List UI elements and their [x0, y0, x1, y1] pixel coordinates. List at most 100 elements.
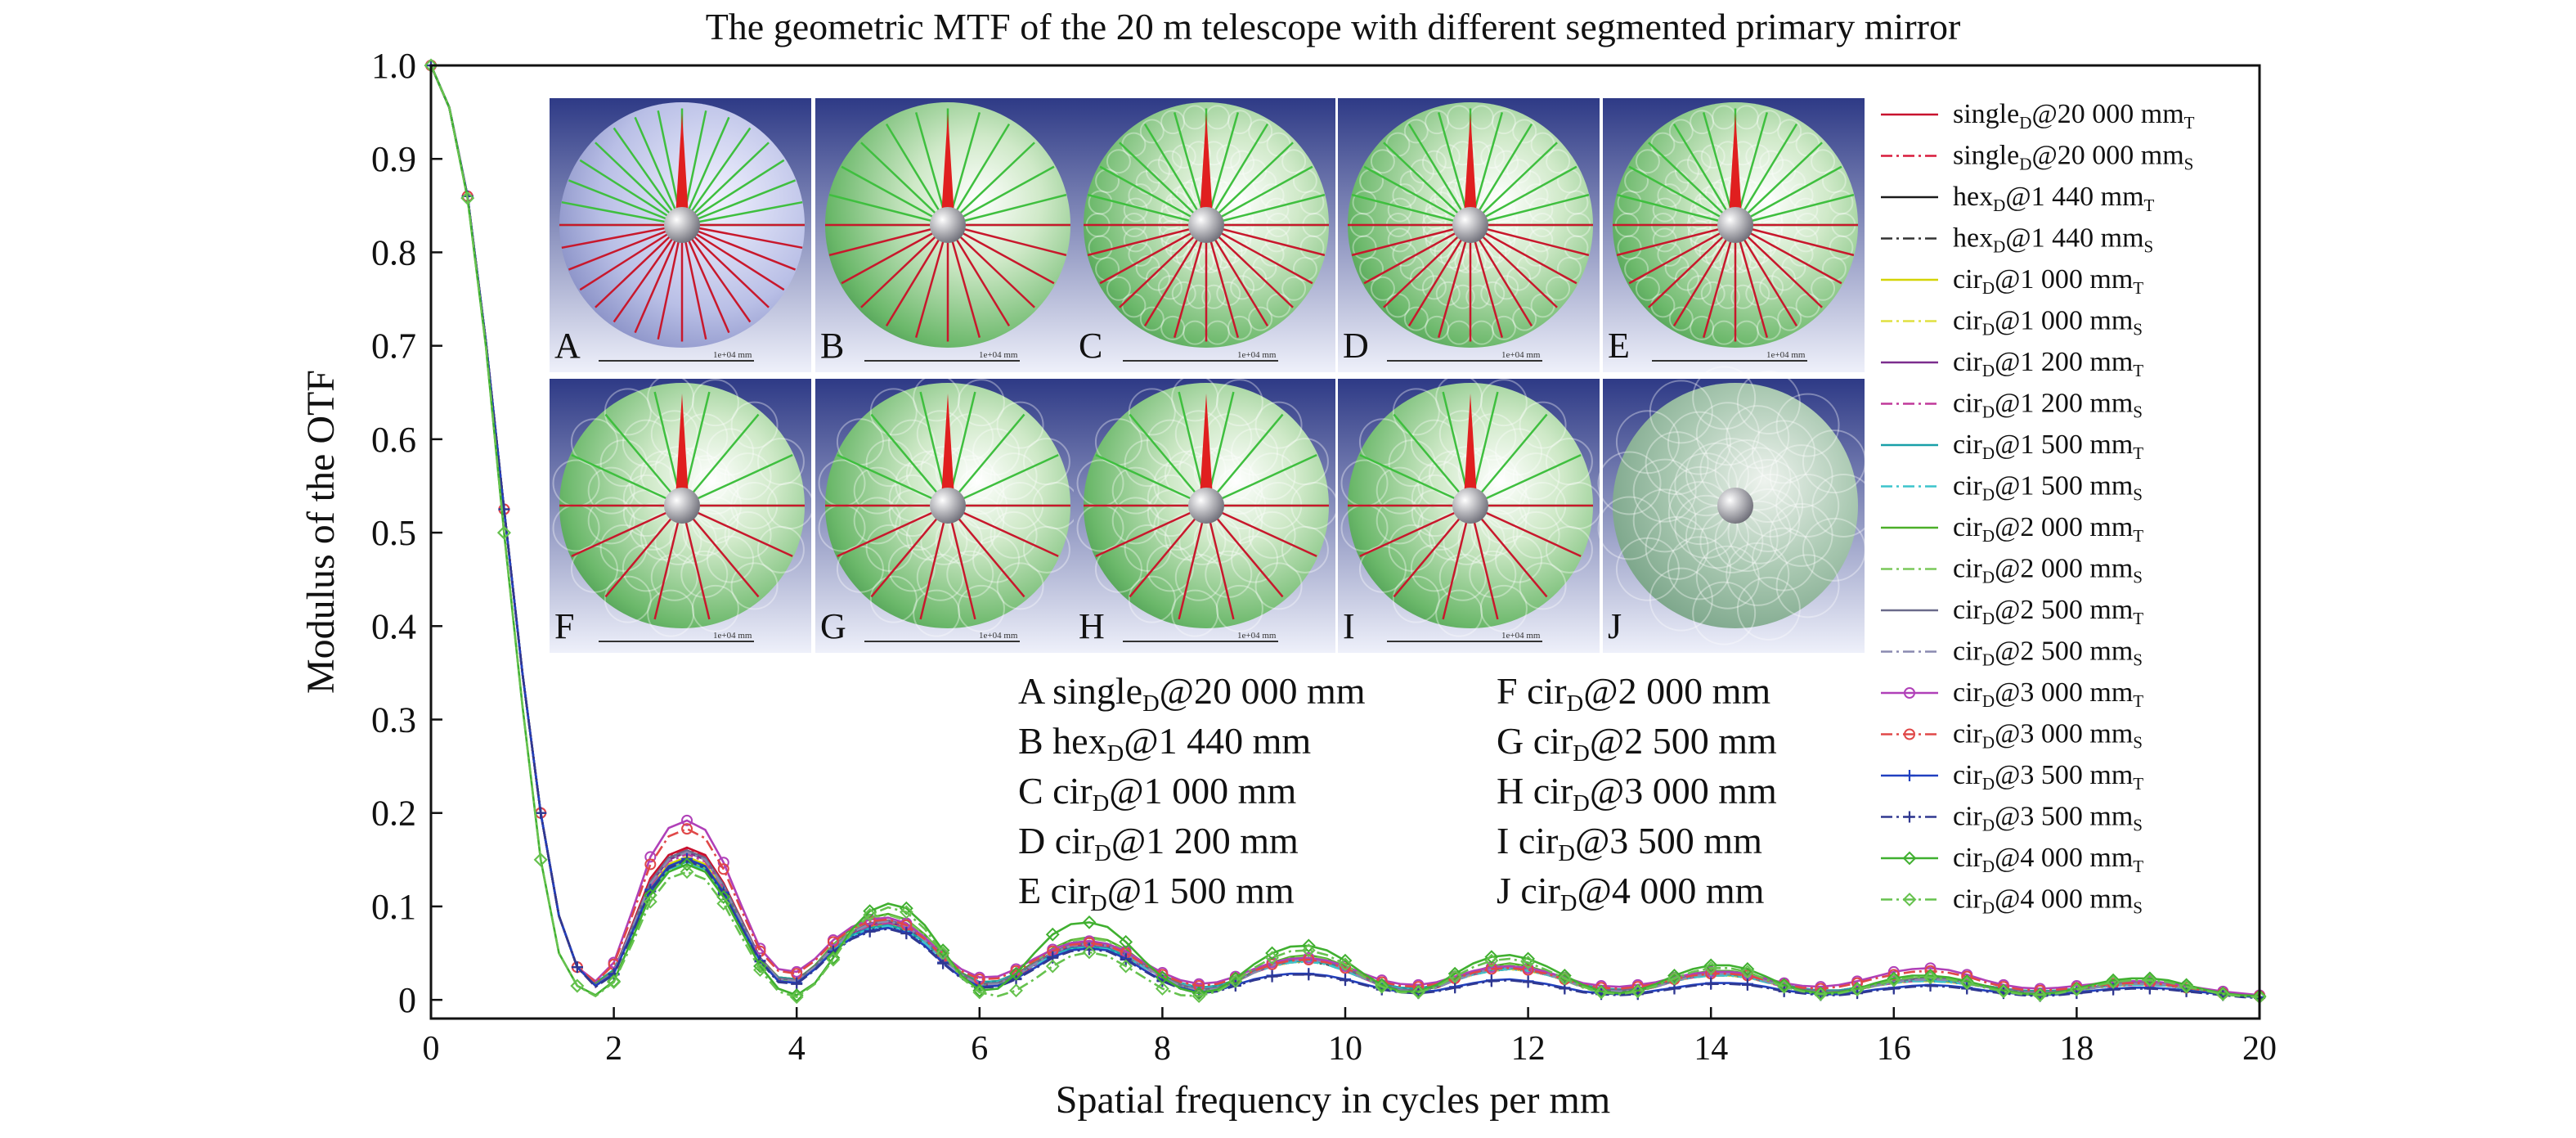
segment [1771, 159, 1797, 184]
data-point [570, 978, 585, 993]
segment [916, 553, 964, 601]
mirror-panel-b: B 1e+04 mm [815, 98, 1077, 372]
data-point [535, 807, 547, 819]
ray-upper [604, 413, 683, 506]
y-tick-label: 0.1 [371, 887, 416, 927]
ray-upper [1470, 142, 1558, 226]
ray-lower [1178, 505, 1208, 620]
ray-upper [947, 413, 1025, 506]
legend-entry: hexD@1 440 mmS [1881, 223, 2153, 256]
legend-label: cirD@1 000 mmT [1953, 264, 2143, 298]
data-point [1485, 963, 1497, 975]
segment [1403, 119, 1429, 144]
segment [1821, 169, 1847, 194]
segment [1811, 149, 1836, 174]
segment [1215, 379, 1263, 427]
data-point [1996, 984, 2011, 999]
caption-item: E cirD@1 500 mm [1018, 870, 1295, 916]
ray-lower [1470, 504, 1582, 557]
data-point [1303, 969, 1315, 981]
segment [622, 544, 670, 592]
data-point [2179, 978, 2193, 992]
segment [1186, 141, 1211, 166]
segment [916, 410, 964, 458]
data-point [1009, 983, 1023, 998]
data-point [1009, 966, 1023, 981]
ray-upper [681, 413, 760, 506]
data-point [1192, 989, 1206, 1004]
ray-upper [1734, 123, 1798, 226]
legend-entry: cirD@1 000 mmT [1881, 264, 2143, 298]
segment [1153, 461, 1201, 509]
data-point [1447, 969, 1462, 984]
segment [1741, 244, 1766, 269]
segment [650, 410, 698, 458]
secondary-mirror [1188, 488, 1224, 524]
data-point [1340, 974, 1351, 987]
segment [990, 511, 1038, 559]
secondary-beam [1729, 113, 1742, 217]
x-tick-label: 2 [605, 1030, 622, 1068]
segment [1775, 474, 1840, 538]
y-tick-label: 0.5 [371, 513, 416, 553]
data-point [936, 946, 950, 960]
segment [1111, 466, 1160, 515]
segment [1175, 244, 1200, 269]
segment [604, 575, 652, 623]
segment [869, 575, 918, 623]
segment [1439, 181, 1465, 206]
ray-upper [561, 200, 683, 227]
ray-lower [1205, 504, 1317, 557]
data-point [2069, 983, 2084, 997]
segment [1756, 227, 1781, 252]
segment [1370, 276, 1395, 301]
segment [1769, 502, 1833, 567]
segment [1417, 461, 1465, 509]
data-point [1557, 971, 1572, 986]
ray-lower [946, 505, 976, 620]
segment [1736, 576, 1801, 641]
ray-upper [947, 142, 1035, 226]
secondary-beam [1464, 113, 1477, 217]
data-point [900, 928, 913, 940]
segment [1128, 388, 1176, 436]
secondary-beam [941, 394, 954, 497]
data-point [681, 823, 693, 835]
mirror-panel-a: A 1e+04 mm [550, 98, 811, 372]
segment [1519, 401, 1567, 449]
x-tick-label: 16 [1877, 1030, 1911, 1068]
segment [996, 401, 1044, 449]
segment [730, 401, 779, 449]
segment [1756, 198, 1781, 223]
data-point [1192, 986, 1206, 1001]
ray-upper [870, 413, 949, 506]
legend-entry: cirD@3 500 mmT [1881, 760, 2143, 794]
data-point [680, 865, 694, 879]
segment [1769, 444, 1833, 509]
segment [1160, 227, 1186, 252]
segment [1450, 141, 1475, 166]
ray-lower [1205, 224, 1294, 308]
segment [1615, 410, 1680, 475]
legend-entry: cirD@3 500 mmS [1881, 802, 2143, 834]
mirror-panel-j: J [1597, 366, 1876, 653]
segment [869, 388, 918, 436]
segment [1248, 452, 1296, 501]
segment [1479, 584, 1528, 632]
segment [1726, 542, 1790, 606]
segment [1685, 442, 1749, 506]
ray-upper [1095, 454, 1207, 507]
panel-letter: H [1079, 606, 1105, 646]
segment [1635, 149, 1660, 174]
ray-lower [613, 224, 684, 323]
caption-item: J cirD@4 000 mm [1497, 870, 1765, 916]
legend-label: cirD@1 500 mmS [1953, 471, 2143, 505]
legend-label: cirD@2 500 mmT [1953, 595, 2143, 628]
segment [1425, 315, 1450, 340]
ray-upper [613, 127, 684, 226]
ray-lower [885, 224, 949, 327]
ray-upper [828, 193, 949, 227]
scale-bar-label: 1e+04 mm [1501, 350, 1541, 360]
segment [1292, 256, 1317, 281]
ray-lower [1205, 223, 1326, 257]
